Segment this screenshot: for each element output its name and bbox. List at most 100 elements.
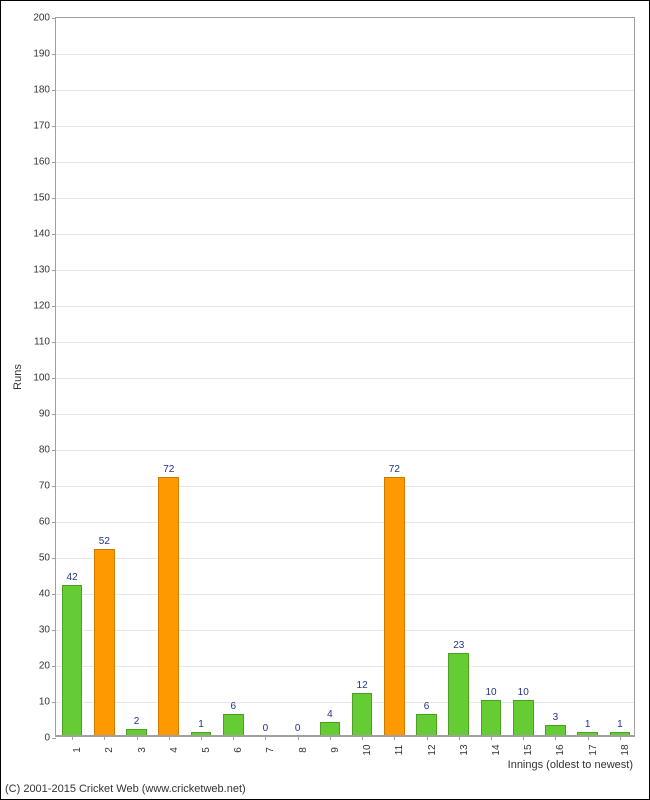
xtick-label: 12 bbox=[427, 744, 438, 755]
gridline bbox=[56, 666, 634, 667]
ytick-mark bbox=[52, 162, 56, 163]
bar bbox=[94, 549, 115, 736]
ytick-label: 0 bbox=[44, 733, 50, 744]
ytick-mark bbox=[52, 342, 56, 343]
xtick-label: 4 bbox=[169, 747, 180, 753]
ytick-mark bbox=[52, 234, 56, 235]
gridline bbox=[56, 270, 634, 271]
ytick-label: 70 bbox=[39, 481, 50, 492]
gridline bbox=[56, 630, 634, 631]
gridline bbox=[56, 378, 634, 379]
ytick-mark bbox=[52, 126, 56, 127]
ytick-mark bbox=[52, 270, 56, 271]
ytick-label: 180 bbox=[33, 85, 50, 96]
bar bbox=[448, 653, 469, 736]
ytick-mark bbox=[52, 486, 56, 487]
ytick-mark bbox=[52, 594, 56, 595]
ytick-label: 10 bbox=[39, 697, 50, 708]
xtick-label: 11 bbox=[394, 745, 405, 755]
ytick-mark bbox=[52, 450, 56, 451]
bar bbox=[416, 714, 437, 736]
gridline bbox=[56, 342, 634, 343]
bar bbox=[481, 700, 502, 736]
xtick-label: 1 bbox=[72, 747, 83, 753]
gridline bbox=[56, 306, 634, 307]
ytick-mark bbox=[52, 198, 56, 199]
bar-value-label: 3 bbox=[553, 712, 559, 723]
gridline bbox=[56, 54, 634, 55]
xtick-mark bbox=[330, 736, 331, 740]
xtick-mark bbox=[459, 736, 460, 740]
xtick-label: 6 bbox=[233, 747, 244, 753]
ytick-mark bbox=[52, 90, 56, 91]
bar bbox=[384, 477, 405, 736]
ytick-mark bbox=[52, 414, 56, 415]
bar-value-label: 0 bbox=[295, 723, 301, 734]
gridline bbox=[56, 594, 634, 595]
ytick-mark bbox=[52, 306, 56, 307]
bar-value-label: 72 bbox=[389, 464, 400, 475]
xtick-label: 3 bbox=[137, 747, 148, 753]
bar-value-label: 10 bbox=[518, 687, 529, 698]
xtick-mark bbox=[394, 736, 395, 740]
xtick-mark bbox=[555, 736, 556, 740]
ytick-label: 30 bbox=[39, 625, 50, 636]
bar-value-label: 4 bbox=[327, 709, 333, 720]
ytick-label: 140 bbox=[33, 229, 50, 240]
bar-value-label: 6 bbox=[230, 701, 236, 712]
ytick-mark bbox=[52, 522, 56, 523]
gridline bbox=[56, 126, 634, 127]
ytick-label: 40 bbox=[39, 589, 50, 600]
xtick-label: 10 bbox=[362, 744, 373, 755]
xtick-mark bbox=[427, 736, 428, 740]
bar-value-label: 1 bbox=[617, 719, 623, 730]
xtick-label: 18 bbox=[620, 744, 631, 755]
ytick-mark bbox=[52, 666, 56, 667]
ytick-mark bbox=[52, 630, 56, 631]
ytick-label: 100 bbox=[33, 373, 50, 384]
bar bbox=[62, 585, 83, 736]
ytick-label: 200 bbox=[33, 13, 50, 24]
ytick-label: 160 bbox=[33, 157, 50, 168]
gridline bbox=[56, 522, 634, 523]
xtick-label: 2 bbox=[104, 747, 115, 753]
y-axis-label: Runs bbox=[12, 364, 24, 390]
bar-value-label: 52 bbox=[99, 536, 110, 547]
ytick-label: 170 bbox=[33, 121, 50, 132]
xtick-label: 16 bbox=[555, 744, 566, 755]
bar-value-label: 1 bbox=[198, 719, 204, 730]
xtick-label: 5 bbox=[201, 747, 212, 753]
bar-value-label: 0 bbox=[263, 723, 269, 734]
bar-value-label: 23 bbox=[453, 640, 464, 651]
xtick-label: 17 bbox=[588, 744, 599, 755]
ytick-label: 90 bbox=[39, 409, 50, 420]
ytick-label: 110 bbox=[34, 337, 50, 348]
ytick-label: 50 bbox=[39, 553, 50, 564]
gridline bbox=[56, 90, 634, 91]
gridline bbox=[56, 198, 634, 199]
xtick-mark bbox=[491, 736, 492, 740]
ytick-mark bbox=[52, 378, 56, 379]
xtick-mark bbox=[620, 736, 621, 740]
gridline bbox=[56, 558, 634, 559]
ytick-label: 130 bbox=[33, 265, 50, 276]
xtick-mark bbox=[104, 736, 105, 740]
bar-value-label: 12 bbox=[357, 680, 368, 691]
ytick-label: 150 bbox=[33, 193, 50, 204]
bar bbox=[223, 714, 244, 736]
xtick-label: 8 bbox=[298, 747, 309, 753]
bar-value-label: 6 bbox=[424, 701, 430, 712]
ytick-label: 190 bbox=[33, 49, 50, 60]
ytick-label: 60 bbox=[39, 517, 50, 528]
gridline bbox=[56, 702, 634, 703]
chart-container: 0102030405060708090100110120130140150160… bbox=[0, 0, 650, 800]
gridline bbox=[56, 450, 634, 451]
xtick-mark bbox=[588, 736, 589, 740]
ytick-mark bbox=[52, 18, 56, 19]
xtick-mark bbox=[362, 736, 363, 740]
bar bbox=[320, 722, 341, 736]
baseline bbox=[56, 735, 634, 736]
xtick-label: 13 bbox=[459, 744, 470, 755]
ytick-mark bbox=[52, 738, 56, 739]
xtick-mark bbox=[137, 736, 138, 740]
